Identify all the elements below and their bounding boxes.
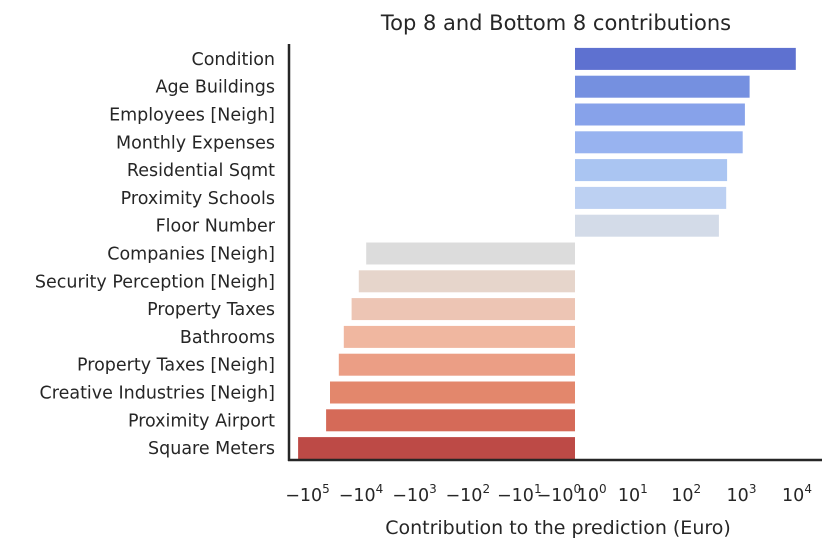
category-label: Proximity Schools xyxy=(121,189,275,209)
category-label: Square Meters xyxy=(148,439,275,459)
category-label: Bathrooms xyxy=(180,328,275,348)
category-label: Condition xyxy=(191,50,275,70)
bar-creative-industries-neigh xyxy=(330,381,575,404)
x-tick-label: −101 xyxy=(497,482,542,506)
x-tick-label: −105 xyxy=(285,482,330,506)
x-tick-label: 102 xyxy=(671,482,701,506)
bar-employees-neigh xyxy=(575,103,745,126)
bar-companies-neigh xyxy=(366,242,575,265)
category-label: Monthly Expenses xyxy=(116,133,275,153)
bars-group xyxy=(298,47,796,460)
x-tick-label: 103 xyxy=(727,482,757,506)
category-label: Residential Sqmt xyxy=(127,161,275,181)
bar-age-buildings xyxy=(575,75,750,98)
chart-title: Top 8 and Bottom 8 contributions xyxy=(380,11,731,35)
bar-monthly-expenses xyxy=(575,131,743,154)
category-label: Proximity Airport xyxy=(128,411,275,431)
bar-condition xyxy=(575,47,796,70)
x-tick-label: −100 xyxy=(537,482,582,506)
bar-proximity-airport xyxy=(326,409,575,432)
category-label: Security Perception [Neigh] xyxy=(35,272,275,292)
x-tick-label: −104 xyxy=(339,482,384,506)
category-label: Creative Industries [Neigh] xyxy=(40,384,275,404)
x-tick-label: 104 xyxy=(782,482,812,506)
bar-residential-sqmt xyxy=(575,159,728,182)
x-tick-label: −103 xyxy=(392,482,437,506)
category-label: Property Taxes xyxy=(147,300,275,320)
x-tick-label: 101 xyxy=(618,482,648,506)
bar-bathrooms xyxy=(343,325,575,348)
x-tick-label: 100 xyxy=(577,482,607,506)
x-axis-title: Contribution to the prediction (Euro) xyxy=(385,517,731,539)
bar-square-meters xyxy=(298,437,575,460)
category-labels-group: Condition Age Buildings Employees [Neigh] M… xyxy=(35,50,276,459)
bar-floor-number xyxy=(575,214,719,237)
bar-security-perception-neigh xyxy=(358,270,575,293)
bar-proximity-schools xyxy=(575,186,727,209)
category-label: Employees [Neigh] xyxy=(109,106,275,126)
bar-property-taxes xyxy=(351,298,575,321)
x-tick-label: −102 xyxy=(446,482,491,506)
category-label: Age Buildings xyxy=(155,78,275,98)
category-label: Floor Number xyxy=(156,217,276,237)
category-label: Property Taxes [Neigh] xyxy=(77,356,275,376)
category-label: Companies [Neigh] xyxy=(107,245,275,265)
bar-property-taxes-neigh xyxy=(338,353,575,376)
